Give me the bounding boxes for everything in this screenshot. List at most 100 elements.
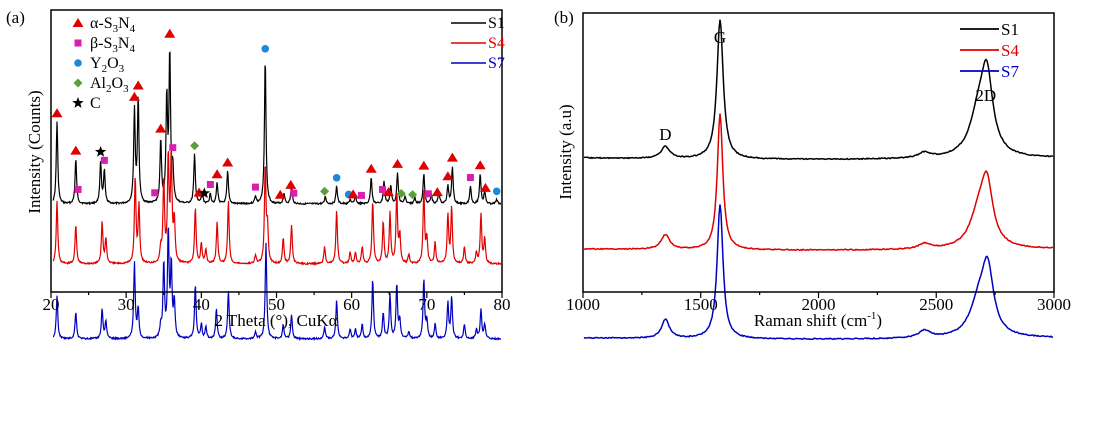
triangle-marker [222,157,234,167]
panel-b-y-label: Intensity (a.u) [556,104,575,199]
x-tick-label: 3000 [1037,295,1071,314]
square-marker [169,144,177,152]
triangle-marker [193,187,205,197]
triangle-marker [479,182,491,192]
triangle-marker [285,179,297,189]
peak-label-g: G [714,28,726,47]
panel-b-x-axis: 1000 1500 2000 2500 3000 [566,292,1071,314]
panel-b-label: (b) [554,8,574,27]
x-tick-label: 1000 [566,295,600,314]
square-marker [151,189,159,197]
x-tick-label: 60 [343,295,360,314]
triangle-marker [70,145,82,155]
triangle-marker [446,152,458,162]
triangle-marker [431,187,443,197]
circle-marker [332,174,341,182]
x-tick-label: 70 [418,295,435,314]
panel-b-series-legend: S1 S4 S7 [960,20,1019,81]
legend-item-s1: S1 [960,20,1019,39]
phase-legend-item: Al2O3 [73,75,129,95]
triangle-marker [164,28,176,38]
square-marker [100,156,108,164]
phase-legend-label: Y2O3 [90,55,125,75]
triangle-marker [132,80,144,90]
x-tick-label: 20 [43,295,60,314]
triangle-marker [211,169,223,179]
square-marker [251,183,259,191]
x-tick-label: 2000 [802,295,836,314]
phase-legend-label: α-S3N4 [90,15,136,35]
square-marker [424,190,432,198]
raman-peak-annotations: D G 2D [659,28,996,144]
panel-b-raman: (b) 1000 1500 2000 2500 3000 Raman shift (cm… [554,8,1071,341]
peak-label-2d: 2D [975,86,996,105]
panel-b-x-label: Raman shift (cm-1) [754,310,882,330]
phase-legend-label: β-S3N4 [90,35,135,55]
legend-item-s4: S4 [451,35,505,52]
phase-legend-item: Y2O3 [74,55,125,75]
x-tick-label: 40 [193,295,210,314]
panel-a-y-label: Intensity (Counts) [25,90,44,213]
legend-item-s4: S4 [960,41,1019,60]
panel-a-label: (a) [6,8,25,27]
x-tick-label: 50 [268,295,285,314]
square-marker [466,174,474,182]
legend-item-s1: S1 [451,15,505,32]
square-marker [74,39,82,47]
x-tick-label: 2500 [919,295,953,314]
legend-item-s7: S7 [960,62,1019,81]
triangle-marker [382,187,394,197]
peak-label-d: D [659,125,671,144]
square-marker [74,185,82,193]
circle-marker [261,44,270,53]
star-marker [198,187,211,199]
panel-a-series-legend: S1 S4 S7 [451,15,505,72]
phase-legend-label: Al2O3 [90,75,129,95]
phase-legend-item: C [72,95,101,112]
star-marker [72,97,84,108]
circle-marker [492,187,501,196]
legend-label: S1 [488,15,505,32]
square-marker [290,189,298,197]
legend-item-s7: S7 [451,55,505,72]
triangle-marker [365,163,377,173]
triangle-marker [442,171,454,181]
phase-legend-item: α-S3N4 [72,15,136,35]
diamond-marker [73,78,83,88]
diamond-marker [396,189,406,199]
diamond-marker [320,186,330,196]
phase-legend-item: β-S3N4 [74,35,135,55]
triangle-marker [418,160,430,170]
series-line-s1 [52,51,502,206]
square-marker [206,180,214,188]
diamond-marker [190,141,200,151]
x-tick-label: 1500 [684,295,718,314]
legend-label: S4 [1001,41,1019,60]
circle-marker [74,59,82,67]
triangle-marker [128,91,140,101]
series-line-s1 [583,19,1054,161]
square-marker [378,185,386,193]
panel-a-xrd: (a) 20 30 40 50 60 70 80 2 Theta (°), CuKα Int… [6,8,511,342]
triangle-marker [274,189,286,199]
xrd-traces [52,51,502,342]
phase-markers [51,28,501,200]
series-line-s4 [52,151,502,267]
raman-traces [583,19,1054,341]
triangle-marker [474,160,486,170]
panel-a-x-label: 2 Theta (°), CuKα [214,311,337,330]
phase-legend-label: C [90,95,101,112]
triangle-marker [155,123,167,133]
triangle-marker [51,108,63,118]
legend-label: S1 [1001,20,1019,39]
triangle-marker [392,158,404,168]
series-line-s4 [583,113,1054,252]
panel-a-x-axis: 20 30 40 50 60 70 80 [43,292,511,314]
triangle-marker [347,189,359,199]
star-marker [94,145,107,157]
x-tick-label: 80 [494,295,511,314]
legend-label: S7 [1001,62,1019,81]
legend-label: S4 [488,35,505,52]
